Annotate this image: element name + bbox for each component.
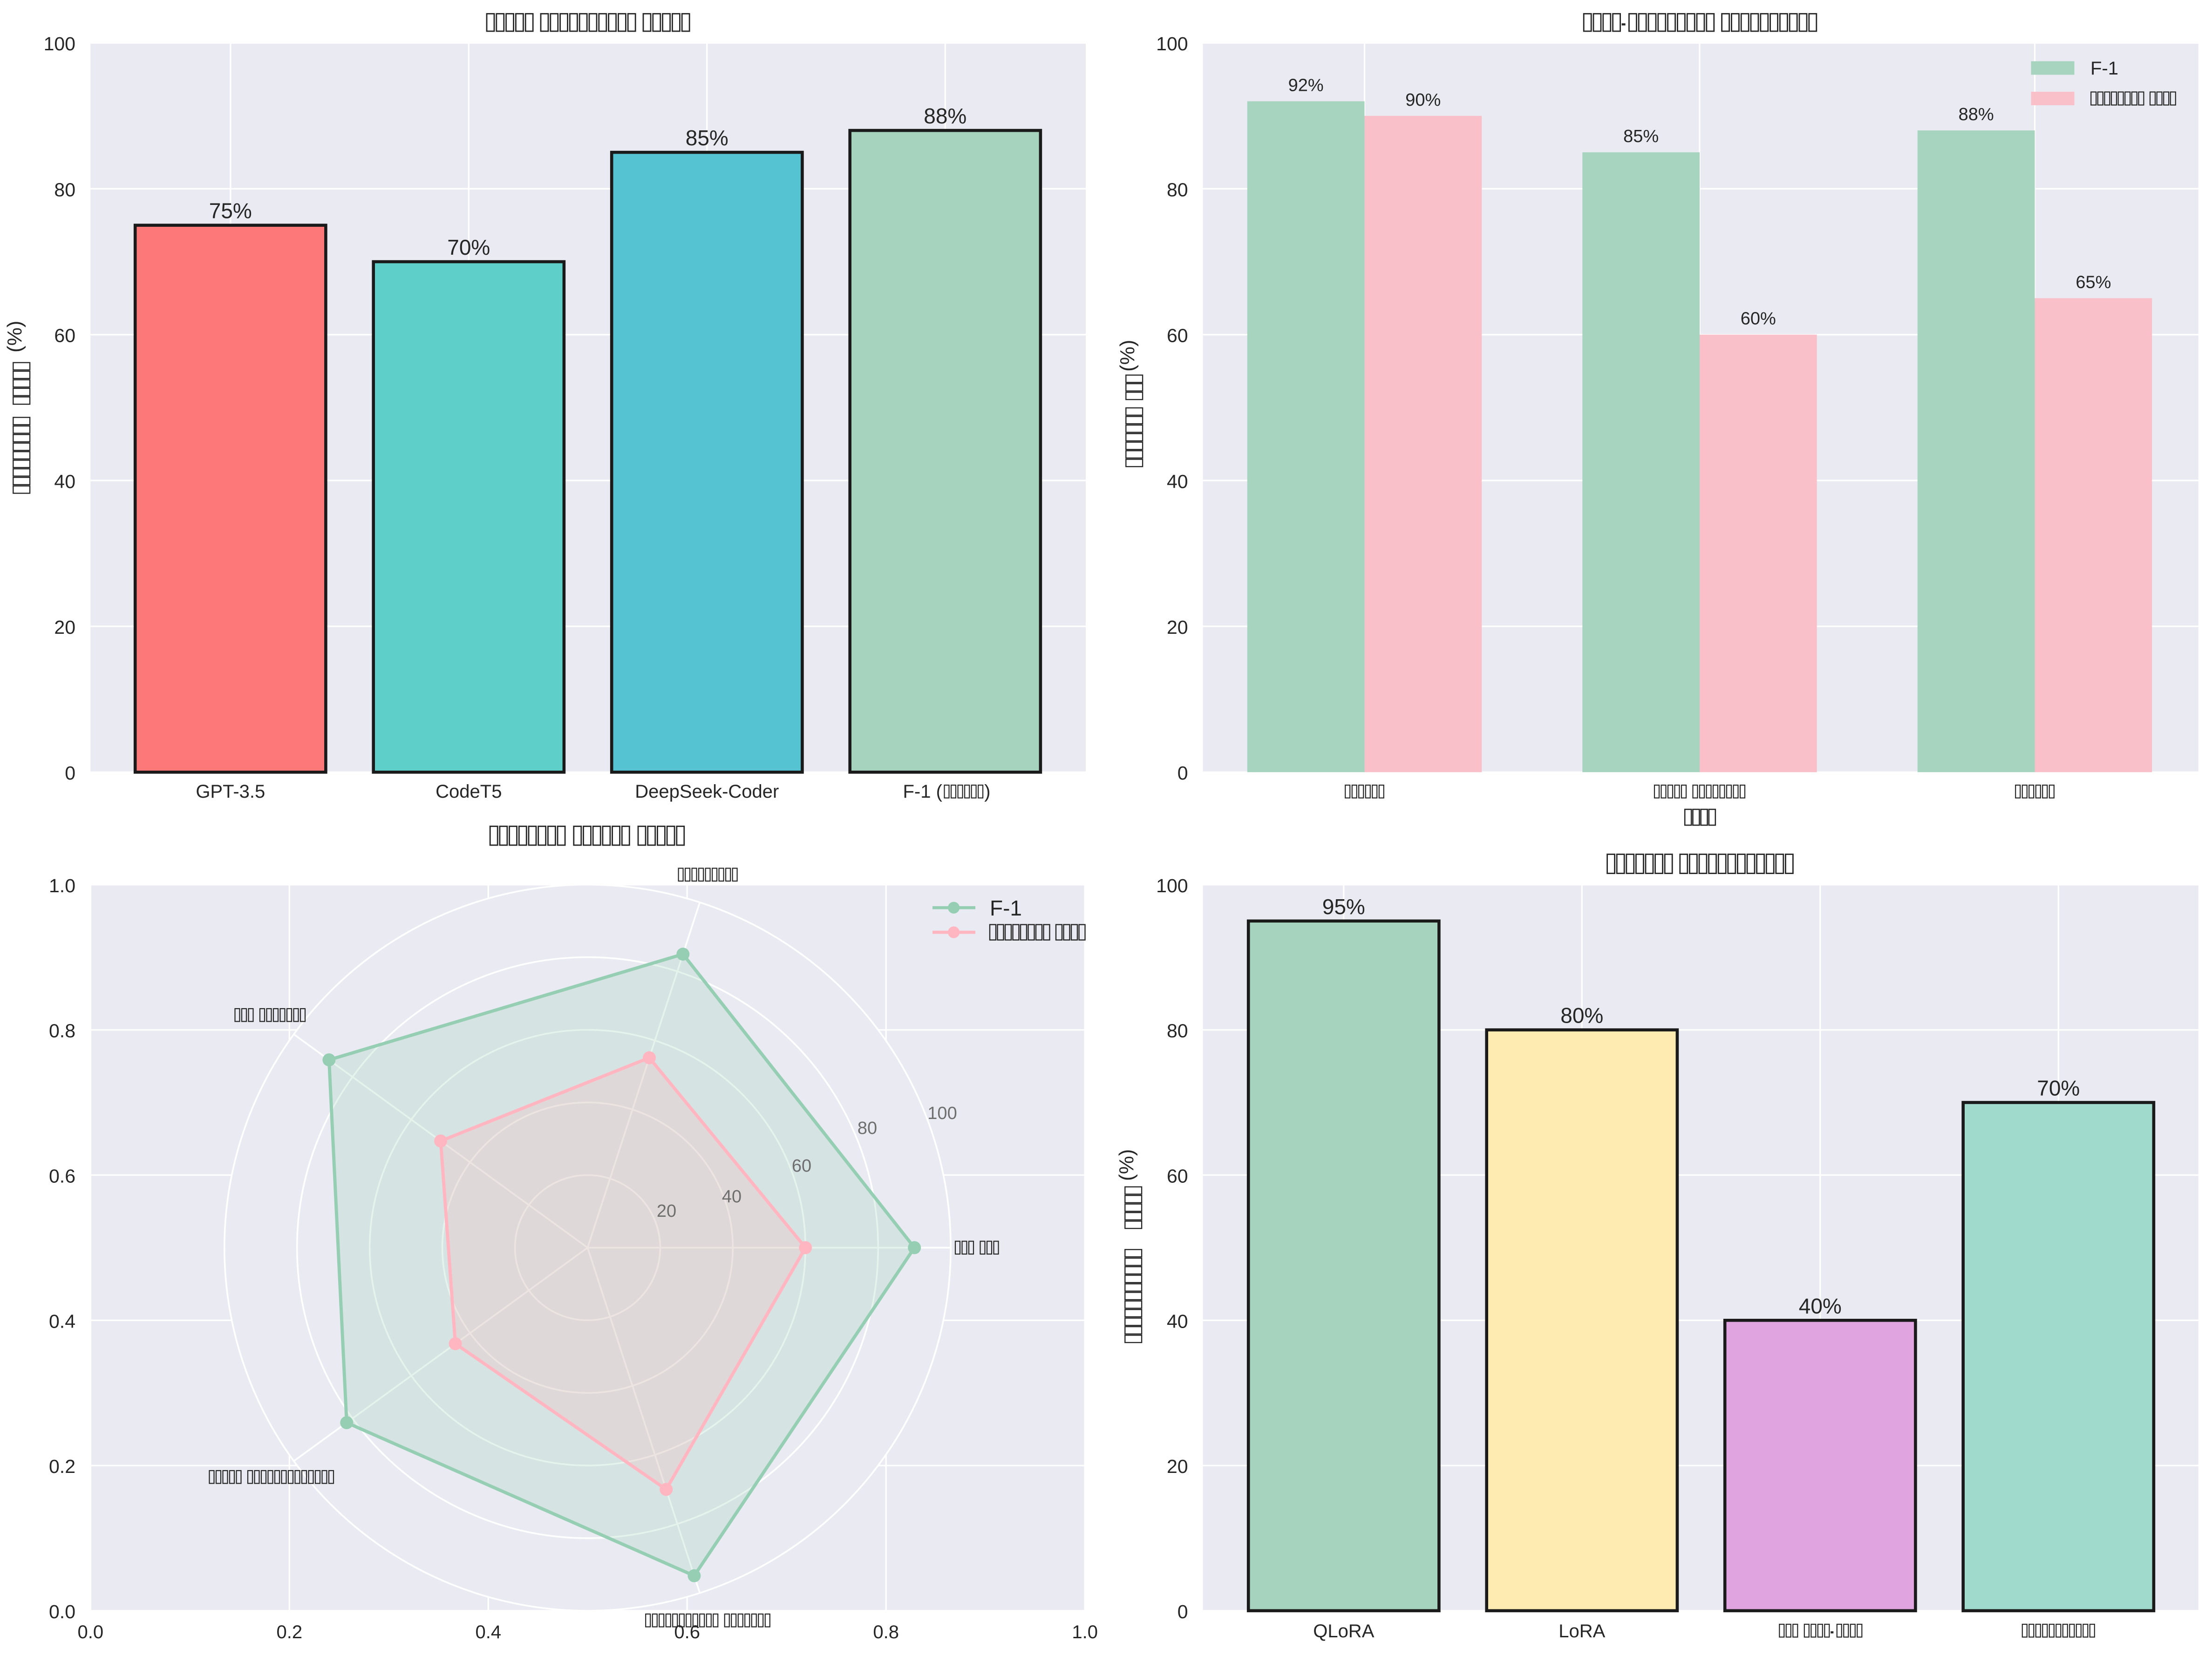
- svg-text:40: 40: [54, 471, 75, 492]
- svg-text:100: 100: [927, 1104, 957, 1123]
- svg-text:0.2: 0.2: [49, 1456, 75, 1477]
- svg-text:60: 60: [1167, 325, 1188, 346]
- svg-text:95%: 95%: [1322, 895, 1365, 919]
- svg-text:40: 40: [722, 1187, 742, 1207]
- svg-text:100: 100: [1156, 875, 1188, 896]
- svg-text:(%): (%): [1116, 340, 1139, 372]
- svg-text:100: 100: [44, 33, 75, 54]
- svg-text:LoRA: LoRA: [1559, 1621, 1605, 1641]
- svg-text:100: 100: [1156, 33, 1188, 54]
- svg-text:0.2: 0.2: [276, 1622, 302, 1642]
- svg-text:20: 20: [657, 1201, 676, 1221]
- svg-text:88%: 88%: [1959, 105, 1994, 124]
- svg-text:75%: 75%: [209, 199, 252, 223]
- svg-text:F-1: F-1: [990, 896, 1022, 920]
- svg-text:65%: 65%: [2076, 272, 2111, 292]
- svg-text:60: 60: [1167, 1165, 1188, 1187]
- svg-text:80: 80: [858, 1119, 877, 1138]
- svg-text:85%: 85%: [686, 126, 728, 150]
- svg-text:GPT-3.5: GPT-3.5: [196, 781, 265, 802]
- svg-text:DeepSeek-Coder: DeepSeek-Coder: [635, 781, 779, 802]
- svg-text:0.8: 0.8: [873, 1622, 899, 1642]
- svg-text:60: 60: [54, 325, 75, 346]
- svg-text:20: 20: [54, 617, 75, 638]
- svg-text:0.8: 0.8: [49, 1020, 75, 1042]
- svg-text:0: 0: [1177, 1601, 1188, 1622]
- svg-text:92%: 92%: [1288, 76, 1324, 95]
- svg-text:60: 60: [792, 1156, 811, 1176]
- svg-text:1.0: 1.0: [1072, 1622, 1098, 1642]
- svg-text:(%): (%): [3, 321, 26, 353]
- svg-text:QLoRA: QLoRA: [1313, 1621, 1374, 1641]
- svg-text:80: 80: [54, 179, 75, 200]
- svg-text:90%: 90%: [1405, 90, 1441, 110]
- svg-text:60%: 60%: [1741, 309, 1776, 329]
- svg-text:CodeT5: CodeT5: [436, 781, 502, 802]
- svg-text:40%: 40%: [1799, 1294, 1842, 1318]
- svg-text:): ): [984, 781, 990, 802]
- svg-text:20: 20: [1167, 617, 1188, 638]
- svg-text:F-1 (: F-1 (: [903, 781, 943, 802]
- svg-text:70%: 70%: [447, 235, 490, 259]
- svg-text:0: 0: [65, 762, 75, 784]
- svg-text:80%: 80%: [1560, 1004, 1603, 1028]
- svg-text:88%: 88%: [924, 104, 966, 128]
- svg-text:80: 80: [1167, 1020, 1188, 1042]
- svg-text:0: 0: [1177, 762, 1188, 784]
- svg-text:20: 20: [1167, 1456, 1188, 1477]
- svg-text:0.6: 0.6: [49, 1165, 75, 1187]
- svg-text:80: 80: [1167, 179, 1188, 200]
- svg-text:F-1: F-1: [2090, 58, 2118, 79]
- svg-text:(%): (%): [1115, 1149, 1138, 1181]
- svg-text:1.0: 1.0: [49, 875, 75, 896]
- svg-text:0.0: 0.0: [49, 1601, 75, 1622]
- svg-text:40: 40: [1167, 471, 1188, 492]
- svg-text:0.4: 0.4: [475, 1622, 501, 1642]
- svg-text:0.0: 0.0: [77, 1622, 103, 1642]
- svg-text:0.6: 0.6: [674, 1622, 700, 1642]
- svg-text:85%: 85%: [1623, 127, 1659, 146]
- svg-text:40: 40: [1167, 1310, 1188, 1332]
- svg-text:70%: 70%: [2037, 1076, 2080, 1100]
- svg-text:0.4: 0.4: [49, 1310, 75, 1332]
